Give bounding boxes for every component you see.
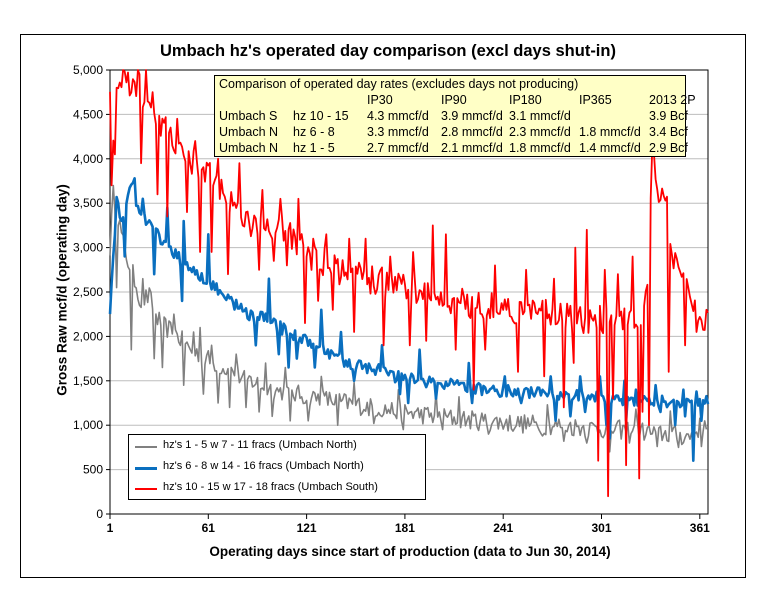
legend-item: hz's 1 - 5 w 7 - 11 fracs (Umbach North) [133,437,423,455]
legend-item: hz's 10 - 15 w 17 - 18 fracs (Umbach Sou… [133,479,423,497]
x-axis-label: Operating days since start of production… [209,544,611,559]
y-tick-label: 4,500 [73,107,103,121]
header-cell: IP365 [579,93,612,107]
header-cell: IP180 [509,93,542,107]
y-tick-label: 1,500 [73,374,103,388]
x-tick-label: 361 [690,521,710,535]
legend-label: hz's 6 - 8 w 14 - 16 fracs (Umbach North… [163,460,364,472]
table-cell: 4.3 mmcf/d [367,109,429,123]
legend-item: hz's 6 - 8 w 14 - 16 fracs (Umbach North… [133,458,423,476]
series-line-3 [109,69,709,498]
y-tick-label: 3,500 [73,196,103,210]
table-cell: hz 6 - 8 [293,125,335,139]
y-tick-label: 1,000 [73,418,103,432]
table-cell: hz 1 - 5 [293,141,335,155]
y-tick-label: 2,500 [73,285,103,299]
table-cell: 2.8 mmcf/d [441,125,503,139]
comparison-table: Comparison of operated day rates (exclud… [214,75,696,157]
table-cell: Umbach N [219,141,279,155]
header-cell: IP90 [441,93,467,107]
y-tick-label: 5,000 [73,63,103,77]
table-cell: 3.3 mmcf/d [367,125,429,139]
table-cell: 3.9 mmcf/d [441,109,503,123]
y-axis-label: Gross Raw mcf/d (operating day) [54,184,70,396]
y-tick-label: 0 [96,507,103,521]
table-cell: 1.8 mmcf/d [579,125,641,139]
x-tick-label: 301 [591,521,611,535]
table-cell: 2.9 Bcf [649,141,688,155]
y-tick-label: 500 [83,463,103,477]
comparison-table-header: IP30 IP90 IP180 IP365 2013 2P [215,93,696,109]
y-tick-label: 4,000 [73,152,103,166]
y-tick-label: 3,000 [73,241,103,255]
x-tick-label: 181 [395,521,415,535]
comparison-table-row: Umbach N hz 1 - 5 2.7 mmcf/d 2.1 mmcf/d … [215,141,688,157]
y-tick-label: 2,000 [73,329,103,343]
chart-title: Umbach hz's operated day comparison (exc… [160,42,616,60]
table-cell: 3.9 Bcf [649,109,688,123]
comparison-table-row: Umbach S hz 10 - 15 4.3 mmcf/d 3.9 mmcf/… [215,109,688,125]
legend-label: hz's 10 - 15 w 17 - 18 fracs (Umbach Sou… [163,481,378,493]
chart-legend: hz's 1 - 5 w 7 - 11 fracs (Umbach North)… [128,434,426,500]
x-tick-label: 1 [107,521,114,535]
table-cell: 2.3 mmcf/d [509,125,571,139]
x-tick-label: 241 [493,521,513,535]
header-cell: 2013 2P [649,93,696,107]
table-cell: hz 10 - 15 [293,109,349,123]
legend-swatch [135,467,157,470]
table-cell: 2.1 mmcf/d [441,141,503,155]
comparison-table-row: Umbach N hz 6 - 8 3.3 mmcf/d 2.8 mmcf/d … [215,125,688,141]
table-cell: 2.7 mmcf/d [367,141,429,155]
x-tick-label: 61 [202,521,216,535]
table-cell: Umbach S [219,109,278,123]
header-cell: IP30 [367,93,393,107]
table-cell: 1.8 mmcf/d [509,141,571,155]
legend-swatch [135,446,157,448]
x-tick-label: 121 [297,521,317,535]
legend-swatch [135,488,157,490]
table-cell: 1.4 mmcf/d [579,141,641,155]
comparison-table-title: Comparison of operated day rates (exclud… [219,77,579,91]
legend-label: hz's 1 - 5 w 7 - 11 fracs (Umbach North) [163,439,357,451]
table-cell: Umbach N [219,125,279,139]
table-cell: 3.4 Bcf [649,125,688,139]
table-cell: 3.1 mmcf/d [509,109,571,123]
